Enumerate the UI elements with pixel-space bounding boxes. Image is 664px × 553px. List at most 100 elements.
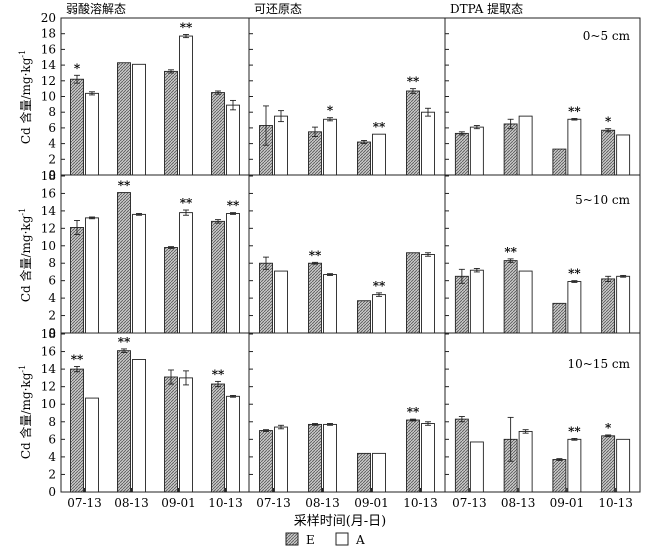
bar-a — [421, 254, 435, 334]
x-tick-label: 10-13 — [208, 496, 243, 510]
significance-label: ** — [568, 104, 581, 118]
y-tick-label: 6 — [48, 432, 56, 446]
bar-e — [164, 70, 178, 176]
panel-title: DTPA 提取态 — [450, 1, 523, 16]
bar-e — [406, 252, 420, 334]
x-tick-label: 09-01 — [161, 496, 196, 510]
bar-e — [406, 90, 420, 176]
bar-a — [616, 134, 631, 176]
panel: ** ** ** — [70, 335, 240, 493]
depth-label: 10~15 cm — [567, 357, 630, 371]
y-tick-label: 12 — [41, 221, 56, 235]
y-tick-label: 14 — [41, 204, 57, 218]
legend-swatch-e — [285, 532, 299, 546]
bar-a — [274, 115, 288, 176]
y-tick-label: 18 — [41, 169, 56, 183]
panel: ***** — [259, 75, 435, 176]
bar-e — [552, 302, 567, 334]
bar-a — [323, 423, 337, 493]
panel-grid: 0246810121416182002468101214161802468101… — [41, 1, 641, 510]
significance-label: ** — [568, 267, 581, 281]
bar-a — [469, 269, 484, 334]
y-axis-label: Cd 含量/mg·kg-1 — [18, 365, 33, 459]
y-tick-label: 2 — [48, 152, 56, 166]
y-tick-label: 0 — [48, 485, 56, 499]
y-tick-label: 18 — [41, 327, 56, 341]
panel: *** — [70, 20, 240, 176]
x-tick-label: 08-13 — [114, 496, 149, 510]
bar-e — [454, 418, 469, 493]
y-tick-label: 2 — [48, 467, 56, 481]
bar-a — [274, 270, 288, 334]
bar-e — [117, 62, 131, 176]
significance-label: * — [605, 115, 612, 129]
bar-a — [274, 426, 288, 493]
y-tick-label: 10 — [41, 397, 56, 411]
y-axis-labels: Cd 含量/mg·kg-1 Cd 含量/mg·kg-1 Cd 含量/mg·kg-1 — [18, 50, 33, 459]
bar-a — [421, 423, 435, 493]
y-tick-label: 10 — [41, 239, 56, 253]
significance-label: ** — [309, 248, 322, 262]
panel-title: 弱酸溶解态 — [66, 1, 126, 16]
y-tick-label: 8 — [48, 105, 56, 119]
bar-e — [211, 92, 225, 176]
bar-e — [211, 383, 225, 493]
bar-a — [372, 294, 386, 334]
significance-label: ** — [180, 196, 193, 210]
bar-e — [259, 430, 273, 493]
significance-label: ** — [212, 367, 225, 381]
y-tick-label: 0 — [48, 168, 56, 182]
panel: *** — [454, 416, 631, 493]
bar-e — [357, 141, 371, 176]
bar-e — [601, 435, 616, 493]
y-tick-label: 8 — [48, 415, 56, 429]
y-tick-label: 16 — [41, 186, 56, 200]
significance-label: ** — [373, 279, 386, 293]
y-tick-label: 2 — [48, 309, 56, 323]
bar-a — [323, 274, 337, 334]
significance-label: ** — [504, 245, 517, 259]
y-tick-label: 0 — [48, 326, 56, 340]
significance-label: ** — [568, 424, 581, 438]
bar-e — [308, 131, 322, 176]
bar-e — [117, 192, 131, 334]
y-axis-label-superscript: -1 — [18, 208, 27, 216]
y-tick-label: 18 — [41, 27, 56, 41]
y-axis-label: Cd 含量/mg·kg-1 — [18, 50, 33, 144]
significance-label: * — [327, 104, 334, 118]
bar-e — [211, 220, 225, 334]
bar-a — [567, 438, 582, 493]
depth-label: 5~10 cm — [575, 193, 630, 207]
bar-a — [469, 441, 484, 493]
x-axis-label-group: 采样时间(月-日) — [294, 514, 387, 529]
legend-swatch-a — [335, 532, 349, 546]
bar-a — [518, 270, 533, 334]
bar-a — [85, 397, 99, 493]
bar-a — [132, 63, 146, 176]
significance-label: * — [605, 421, 612, 435]
legend-label-e: E — [306, 533, 315, 547]
y-tick-label: 4 — [48, 450, 56, 464]
x-tick-label: 09-01 — [550, 496, 585, 510]
bar-e — [601, 278, 616, 334]
bar-a — [616, 438, 631, 493]
y-axis-label: Cd 含量/mg·kg-1 — [18, 208, 33, 302]
bar-e — [454, 275, 469, 334]
y-tick-label: 12 — [41, 74, 56, 88]
x-tick-label: 10-13 — [403, 496, 438, 510]
y-tick-label: 14 — [41, 362, 57, 376]
significance-label: * — [74, 61, 81, 75]
significance-label: ** — [180, 20, 193, 34]
significance-label: ** — [118, 335, 131, 349]
x-tick-label: 09-01 — [354, 496, 389, 510]
panel: *** — [454, 104, 631, 176]
bar-e — [164, 247, 178, 334]
bar-e — [357, 452, 371, 493]
x-tick-label: 07-13 — [452, 496, 487, 510]
y-tick-label: 14 — [41, 58, 57, 72]
bar-e — [308, 423, 322, 493]
panel: ** ** ** — [70, 179, 240, 334]
y-tick-label: 20 — [41, 11, 56, 25]
bar-a — [226, 213, 240, 334]
